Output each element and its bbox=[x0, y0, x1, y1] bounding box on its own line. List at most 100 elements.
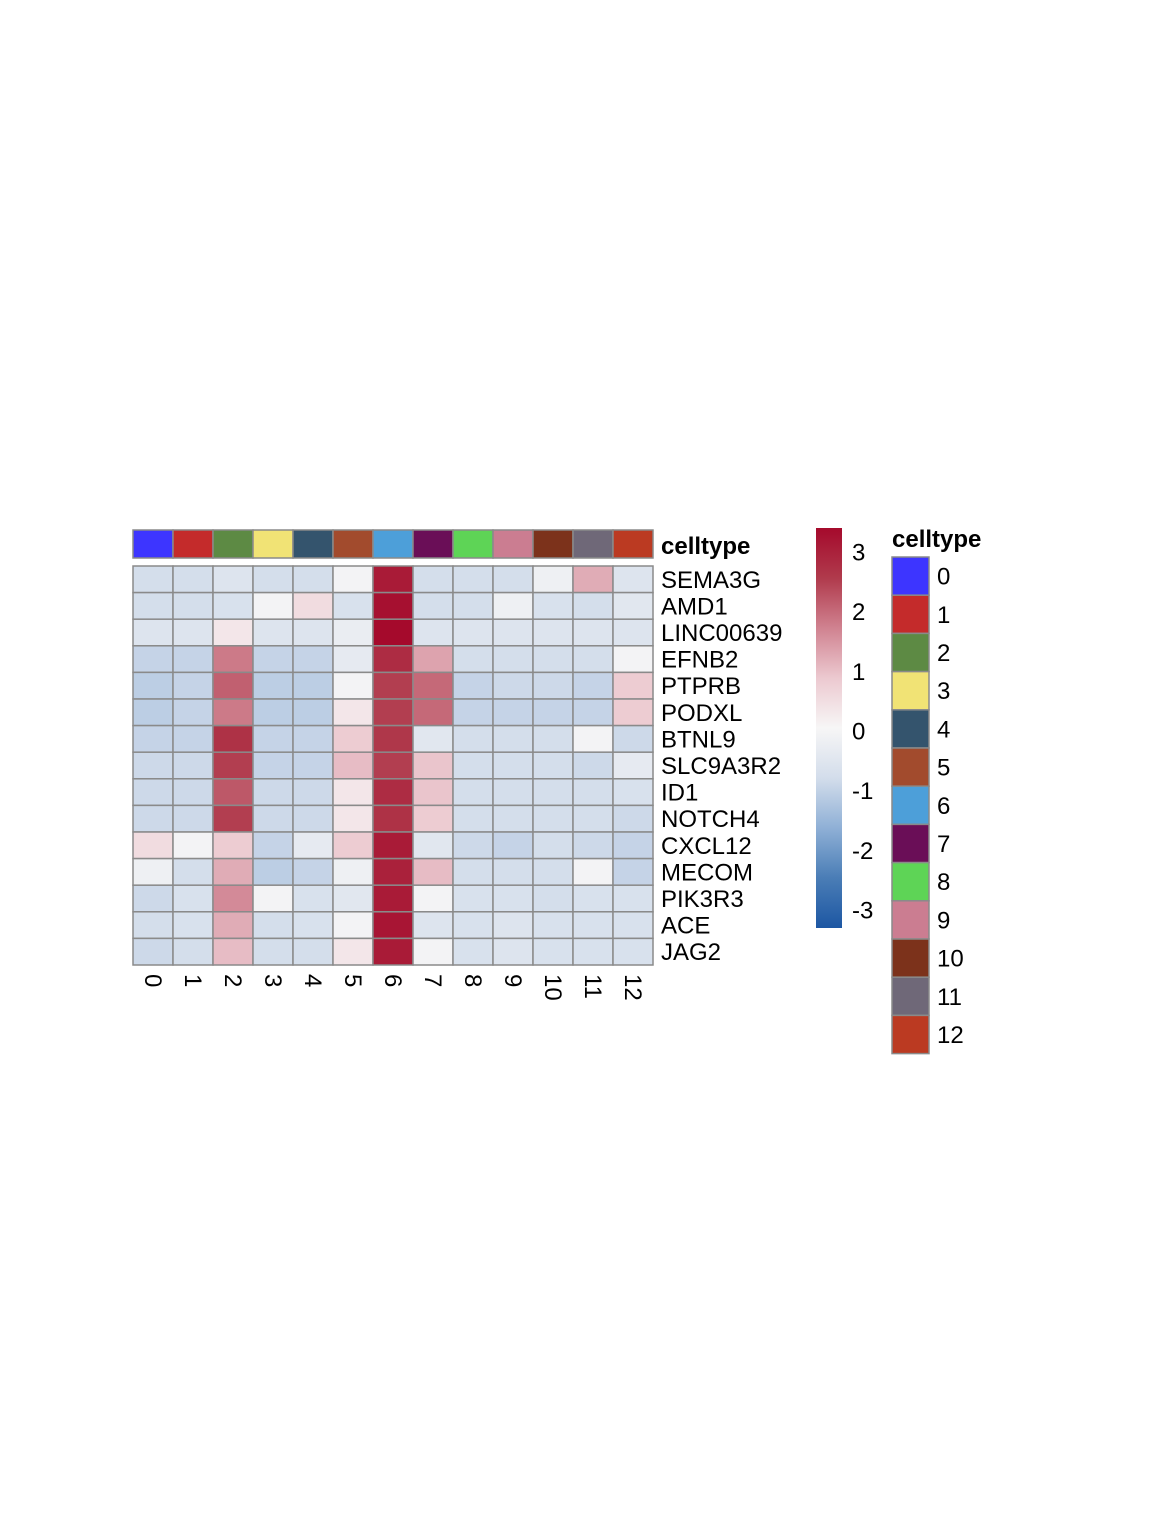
heatmap-cell bbox=[252, 911, 294, 940]
heatmap-cell bbox=[612, 724, 654, 753]
heatmap-cell bbox=[532, 618, 574, 647]
heatmap-cell bbox=[532, 911, 574, 940]
legend-label: 2 bbox=[937, 640, 950, 667]
heatmap-cell bbox=[612, 591, 654, 620]
row-label: ID1 bbox=[661, 780, 698, 807]
heatmap-cell bbox=[252, 804, 294, 833]
column-label: 7 bbox=[419, 974, 446, 987]
heatmap-cell bbox=[212, 724, 254, 753]
heatmap-cell bbox=[572, 618, 614, 647]
legend-swatch-0 bbox=[891, 556, 930, 596]
heatmap-cell bbox=[372, 618, 414, 647]
heatmap-cell bbox=[412, 884, 454, 913]
heatmap-cell bbox=[532, 778, 574, 807]
annotation-cell-3 bbox=[252, 529, 294, 559]
heatmap-cell bbox=[252, 724, 294, 753]
row-label: PTPRB bbox=[661, 673, 741, 700]
heatmap-cell bbox=[492, 724, 534, 753]
heatmap-cell bbox=[572, 857, 614, 886]
colorbar-tick-label: -3 bbox=[852, 898, 873, 925]
heatmap-cell bbox=[132, 857, 174, 886]
heatmap-cell bbox=[412, 857, 454, 886]
heatmap-cell bbox=[132, 565, 174, 594]
annotation-cell-0 bbox=[132, 529, 174, 559]
heatmap-cell bbox=[172, 884, 214, 913]
heatmap-cell bbox=[612, 884, 654, 913]
heatmap-cell bbox=[412, 778, 454, 807]
heatmap-cell bbox=[132, 618, 174, 647]
heatmap-cell bbox=[292, 804, 334, 833]
row-label: PIK3R3 bbox=[661, 886, 744, 913]
heatmap-cell bbox=[612, 698, 654, 727]
heatmap-cell bbox=[532, 937, 574, 966]
heatmap-cell bbox=[292, 857, 334, 886]
heatmap-cell bbox=[492, 565, 534, 594]
heatmap-cell bbox=[252, 565, 294, 594]
heatmap-cell bbox=[412, 671, 454, 700]
heatmap-cell bbox=[252, 645, 294, 674]
heatmap-cell bbox=[532, 671, 574, 700]
heatmap-cell bbox=[372, 857, 414, 886]
column-label: 8 bbox=[459, 974, 486, 987]
legend-swatch-7 bbox=[891, 823, 930, 864]
heatmap-cell bbox=[252, 751, 294, 780]
heatmap-cell bbox=[572, 778, 614, 807]
heatmap-cell bbox=[172, 645, 214, 674]
heatmap-cell bbox=[332, 698, 374, 727]
heatmap-cell bbox=[372, 911, 414, 940]
colorbar-tick-label: 0 bbox=[852, 718, 865, 745]
legend-swatch-9 bbox=[891, 900, 930, 940]
heatmap-cell bbox=[612, 671, 654, 700]
heatmap-cell bbox=[332, 884, 374, 913]
row-label: ACE bbox=[661, 913, 710, 940]
annotation-cell-8 bbox=[452, 529, 494, 559]
heatmap-cell bbox=[132, 698, 174, 727]
colorbar-tick-label: 2 bbox=[852, 599, 865, 626]
column-label: 0 bbox=[139, 974, 166, 987]
row-label: SLC9A3R2 bbox=[661, 753, 781, 780]
heatmap-cell bbox=[612, 645, 654, 674]
heatmap-cell bbox=[332, 751, 374, 780]
heatmap-cell bbox=[252, 937, 294, 966]
heatmap-cell bbox=[332, 591, 374, 620]
heatmap-cell bbox=[452, 565, 494, 594]
legend-label: 8 bbox=[937, 869, 950, 896]
heatmap-cell bbox=[292, 565, 334, 594]
heatmap-cell bbox=[212, 565, 254, 594]
column-label: 1 bbox=[179, 974, 206, 987]
heatmap-cell bbox=[532, 724, 574, 753]
heatmap-cell bbox=[332, 911, 374, 940]
heatmap-cell bbox=[412, 591, 454, 620]
heatmap-cell bbox=[532, 804, 574, 833]
heatmap-cell bbox=[492, 751, 534, 780]
heatmap-cell bbox=[212, 778, 254, 807]
legend-label: 6 bbox=[937, 793, 950, 820]
heatmap-cell bbox=[332, 618, 374, 647]
heatmap-cell bbox=[492, 857, 534, 886]
heatmap-cell bbox=[412, 618, 454, 647]
heatmap-cell bbox=[612, 618, 654, 647]
heatmap-cell bbox=[492, 831, 534, 860]
heatmap-cell bbox=[172, 751, 214, 780]
heatmap-cell bbox=[452, 618, 494, 647]
heatmap-cell bbox=[412, 831, 454, 860]
heatmap-cell bbox=[452, 857, 494, 886]
heatmap-cell bbox=[292, 831, 334, 860]
heatmap-cell bbox=[172, 831, 214, 860]
heatmap-cells bbox=[132, 565, 654, 966]
heatmap-cell bbox=[372, 884, 414, 913]
annotation-cell-9 bbox=[492, 529, 534, 559]
heatmap-cell bbox=[172, 804, 214, 833]
heatmap-cell bbox=[372, 671, 414, 700]
heatmap-cell bbox=[452, 884, 494, 913]
heatmap-cell bbox=[572, 884, 614, 913]
heatmap-cell bbox=[412, 724, 454, 753]
heatmap-cell bbox=[572, 645, 614, 674]
heatmap-cell bbox=[212, 804, 254, 833]
legend-label: 1 bbox=[937, 602, 950, 629]
legend-swatch-3 bbox=[891, 670, 930, 711]
heatmap-cell bbox=[532, 591, 574, 620]
heatmap-cell bbox=[532, 565, 574, 594]
heatmap-cell bbox=[612, 778, 654, 807]
